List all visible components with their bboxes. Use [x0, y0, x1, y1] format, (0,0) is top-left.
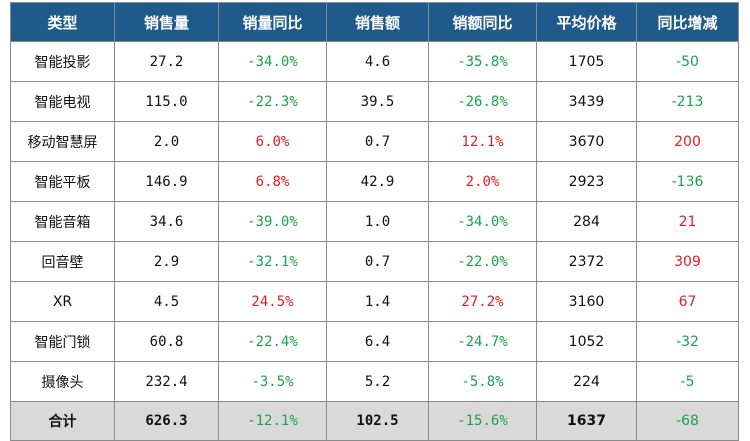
cell-type: 智能音箱 [10, 201, 115, 242]
cell-avg-price: 3439 [536, 81, 637, 122]
cell-sales: 6.4 [326, 321, 429, 362]
cell-type: 智能门锁 [10, 321, 115, 362]
cell-volume-yoy: -32.1% [218, 241, 327, 282]
cell-sales: 0.7 [326, 241, 429, 282]
cell-volume-yoy: -22.4% [218, 321, 327, 362]
cell-sales: 0.7 [326, 121, 429, 162]
cell-avg-price: 1705 [536, 41, 637, 82]
cell-type: 智能电视 [10, 81, 115, 122]
cell-price-change: -50 [636, 41, 739, 82]
cell-volume-yoy: -22.3% [218, 81, 327, 122]
table-row: 智能投影 27.2 -34.0% 4.6 -35.8% 1705 -50 [10, 41, 739, 82]
cell-price-change: -136 [636, 161, 739, 202]
cell-volume: 60.8 [114, 321, 219, 362]
total-avg-price: 1637 [536, 401, 637, 441]
cell-sales: 4.6 [326, 41, 429, 82]
header-volume: 销售量 [114, 2, 219, 42]
cell-sales-yoy: 12.1% [428, 121, 537, 162]
cell-volume: 2.9 [114, 241, 219, 282]
cell-volume: 34.6 [114, 201, 219, 242]
cell-sales-yoy: -5.8% [428, 361, 537, 402]
cell-sales-yoy: -35.8% [428, 41, 537, 82]
cell-price-change: 67 [636, 281, 739, 322]
cell-price-change: -5 [636, 361, 739, 402]
cell-price-change: -213 [636, 81, 739, 122]
header-type: 类型 [10, 2, 115, 42]
table-row: 智能平板 146.9 6.8% 42.9 2.0% 2923 -136 [10, 161, 739, 202]
total-volume-yoy: -12.1% [218, 401, 327, 441]
cell-volume: 146.9 [114, 161, 219, 202]
cell-avg-price: 2372 [536, 241, 637, 282]
total-price-change: -68 [636, 401, 739, 441]
report-page: 类型 销售量 销量同比 销售额 销额同比 平均价格 同比增减 智能投影 27.2-… [10, 2, 739, 441]
table-row: 回音壁 2.9 -32.1% 0.7 -22.0% 2372 309 [10, 241, 739, 282]
header-volume-yoy: 销量同比 [218, 2, 327, 42]
total-volume: 626.3 [114, 401, 219, 441]
cell-volume: 2.0 [114, 121, 219, 162]
cell-sales-yoy: -24.7% [428, 321, 537, 362]
cell-volume-yoy: -34.0% [218, 41, 327, 82]
cell-sales: 1.0 [326, 201, 429, 242]
header-row: 类型 销售量 销量同比 销售额 销额同比 平均价格 同比增减 [10, 2, 739, 42]
cell-avg-price: 3160 [536, 281, 637, 322]
cell-price-change: 309 [636, 241, 739, 282]
cell-avg-price: 284 [536, 201, 637, 242]
header-sales-yoy: 销额同比 [428, 2, 537, 42]
cell-volume-yoy: -39.0% [218, 201, 327, 242]
cell-type: 智能投影 [10, 41, 115, 82]
sales-table: 类型 销售量 销量同比 销售额 销额同比 平均价格 同比增减 智能投影 27.2-… [10, 2, 739, 441]
cell-volume-yoy: 6.0% [218, 121, 327, 162]
cell-avg-price: 3670 [536, 121, 637, 162]
table-row: 智能门锁 60.8 -22.4% 6.4 -24.7% 1052 -32 [10, 321, 739, 362]
cell-sales-yoy: 2.0% [428, 161, 537, 202]
table-body: 智能投影 27.2 -34.0% 4.6 -35.8% 1705 -50 智能电视 115.0-… [10, 41, 739, 402]
cell-avg-price: 2923 [536, 161, 637, 202]
table-row: 移动智慧屏 2.0 6.0% 0.7 12.1% 3670 200 [10, 121, 739, 162]
cell-volume-yoy: 24.5% [218, 281, 327, 322]
cell-price-change: 200 [636, 121, 739, 162]
cell-price-change: 21 [636, 201, 739, 242]
cell-sales: 39.5 [326, 81, 429, 122]
table-row: 智能电视 115.0 -22.3% 39.5 -26.8% 3439 -213 [10, 81, 739, 122]
cell-type: 移动智慧屏 [10, 121, 115, 162]
header-price-change: 同比增减 [636, 2, 739, 42]
cell-volume: 27.2 [114, 41, 219, 82]
total-label: 合计 [10, 401, 115, 441]
cell-price-change: -32 [636, 321, 739, 362]
cell-sales-yoy: -22.0% [428, 241, 537, 282]
cell-type: XR [10, 281, 115, 322]
cell-type: 回音壁 [10, 241, 115, 282]
cell-avg-price: 1052 [536, 321, 637, 362]
header-sales: 销售额 [326, 2, 429, 42]
cell-type: 智能平板 [10, 161, 115, 202]
total-sales-yoy: -15.6% [428, 401, 537, 441]
cell-volume: 115.0 [114, 81, 219, 122]
table-row: 摄像头 232.4 -3.5% 5.2 -5.8% 224 -5 [10, 361, 739, 402]
total-row: 合计 626.3 -12.1% 102.5 -15.6% 1637 -68 [10, 401, 739, 441]
header-avg-price: 平均价格 [536, 2, 637, 42]
table-row: 智能音箱 34.6 -39.0% 1.0 -34.0% 284 21 [10, 201, 739, 242]
table-row: XR 4.5 24.5% 1.4 27.2% 3160 67 [10, 281, 739, 322]
cell-volume: 232.4 [114, 361, 219, 402]
total-sales: 102.5 [326, 401, 429, 441]
cell-sales: 42.9 [326, 161, 429, 202]
cell-avg-price: 224 [536, 361, 637, 402]
cell-volume: 4.5 [114, 281, 219, 322]
cell-sales-yoy: -34.0% [428, 201, 537, 242]
cell-sales-yoy: -26.8% [428, 81, 537, 122]
cell-volume-yoy: 6.8% [218, 161, 327, 202]
cell-sales: 1.4 [326, 281, 429, 322]
cell-sales-yoy: 27.2% [428, 281, 537, 322]
cell-volume-yoy: -3.5% [218, 361, 327, 402]
cell-type: 摄像头 [10, 361, 115, 402]
cell-sales: 5.2 [326, 361, 429, 402]
